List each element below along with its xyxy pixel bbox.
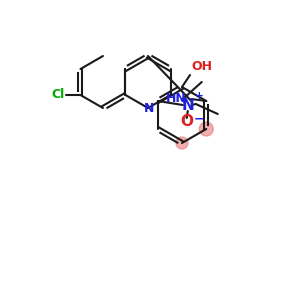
Text: +: + bbox=[195, 91, 203, 101]
Text: N: N bbox=[144, 101, 154, 115]
Circle shape bbox=[176, 137, 188, 149]
Text: −: − bbox=[194, 112, 204, 125]
Text: OH: OH bbox=[191, 60, 212, 73]
Text: N: N bbox=[182, 98, 194, 113]
Circle shape bbox=[199, 122, 213, 136]
Text: HN: HN bbox=[166, 92, 186, 106]
Text: Cl: Cl bbox=[51, 88, 64, 101]
Text: O: O bbox=[180, 115, 193, 130]
